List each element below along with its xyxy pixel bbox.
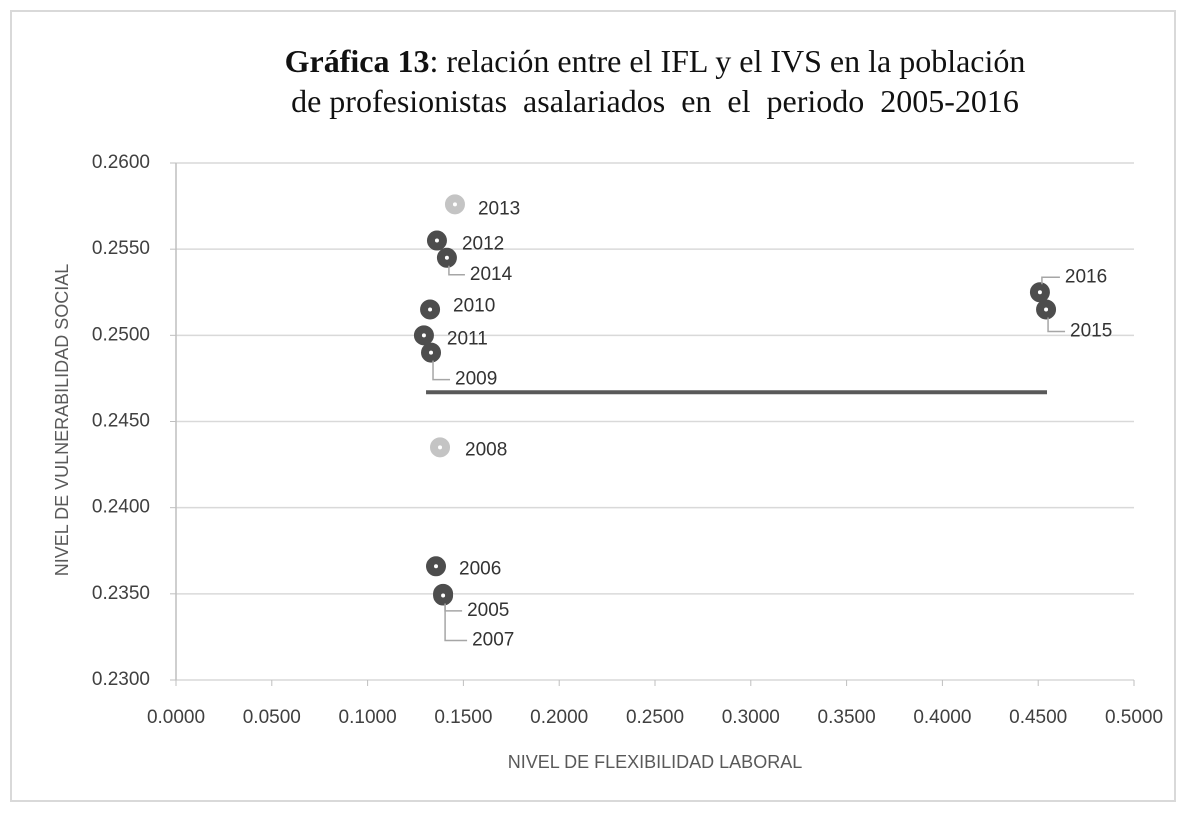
point xyxy=(426,230,447,251)
point xyxy=(420,299,441,320)
point-label: 2011 xyxy=(447,328,488,349)
chart-frame xyxy=(10,10,1176,802)
x-tick-label: 0.1000 xyxy=(339,707,397,728)
point-label: 2013 xyxy=(478,198,520,219)
x-axis-label: NIVEL DE FLEXIBILIDAD LABORAL xyxy=(508,752,802,772)
chart-title: Gráfica 13: relación entre el IFL y el I… xyxy=(285,43,1026,79)
point-label: 2007 xyxy=(472,630,514,651)
point xyxy=(1029,282,1050,303)
point-label: 2008 xyxy=(465,439,507,460)
x-tick-label: 0.3500 xyxy=(818,707,876,728)
point xyxy=(426,556,447,577)
point-label: 2005 xyxy=(467,600,509,621)
x-tick-label: 0.2000 xyxy=(530,707,588,728)
y-tick-label: 0.2400 xyxy=(92,497,150,518)
x-tick-label: 0.5000 xyxy=(1105,707,1163,728)
leader-line xyxy=(444,603,468,642)
y-axis-label: NIVEL DE VULNERABILIDAD SOCIAL xyxy=(52,264,72,576)
point-label: 2010 xyxy=(453,295,495,316)
leader-line xyxy=(1041,276,1060,285)
point-label: 2009 xyxy=(455,369,497,390)
point-label: 2006 xyxy=(459,558,501,579)
point xyxy=(413,325,434,346)
point-label: 2014 xyxy=(470,264,513,285)
point xyxy=(1036,299,1057,320)
x-tick-label: 0.4500 xyxy=(1009,707,1067,728)
leader-line xyxy=(1047,317,1066,333)
point xyxy=(421,342,442,363)
x-tick-label: 0.2500 xyxy=(626,707,684,728)
point-label: 2015 xyxy=(1070,320,1112,341)
point xyxy=(436,247,457,268)
x-tick-label: 0.3000 xyxy=(722,707,780,728)
y-tick-label: 0.2300 xyxy=(92,669,150,690)
leader-line xyxy=(448,265,465,276)
title-line: : relación entre el IFL y el IVS en la p… xyxy=(429,43,1025,79)
chart-title: de profesionistas asalariados en el peri… xyxy=(291,83,1019,119)
point-label: 2012 xyxy=(462,234,504,255)
y-tick-label: 0.2350 xyxy=(92,583,150,604)
point xyxy=(430,437,451,458)
x-tick-label: 0.4000 xyxy=(913,707,971,728)
title-label: Gráfica 13 xyxy=(285,43,430,79)
y-tick-label: 0.2500 xyxy=(92,324,150,345)
x-tick-label: 0.0500 xyxy=(243,707,301,728)
y-tick-label: 0.2550 xyxy=(92,238,150,259)
y-tick-label: 0.2600 xyxy=(92,152,150,173)
leader-line xyxy=(432,360,451,381)
x-tick-label: 0.1500 xyxy=(434,707,492,728)
x-tick-label: 0.0000 xyxy=(147,707,205,728)
y-tick-label: 0.2450 xyxy=(92,411,150,432)
point xyxy=(444,194,465,215)
point-label: 2016 xyxy=(1065,266,1107,287)
point xyxy=(433,585,454,606)
